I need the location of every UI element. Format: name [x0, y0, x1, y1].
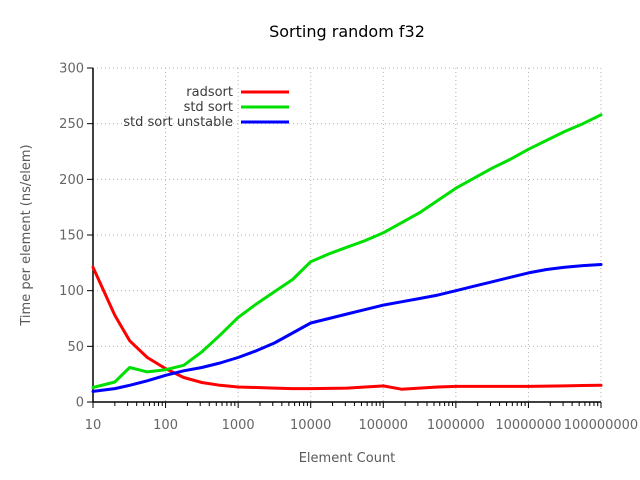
series-std-sort [91, 113, 603, 389]
x-tick-label: 100 [153, 418, 178, 433]
axes [87, 67, 602, 408]
y-axis-label: Time per element (ns/elem) [19, 144, 34, 326]
legend-label: std sort unstable [123, 115, 233, 130]
x-tick-label: 100000 [358, 418, 408, 433]
tick-labels: 10 100 1000 10000 100000 1000000 10000000 10000… [59, 62, 638, 434]
y-tick-label: 200 [59, 173, 84, 188]
x-tick-label: 1000000 [427, 418, 485, 433]
y-tick-label: 300 [59, 62, 84, 77]
x-tick-label: 100000000 [564, 418, 638, 433]
x-tick-label: 10000000 [495, 418, 561, 433]
x-tick-label: 10 [85, 418, 102, 433]
x-tick-label: 1000 [222, 418, 255, 433]
y-tick-label: 0 [76, 396, 84, 411]
x-tick-label: 10000 [290, 418, 331, 433]
y-tick-label: 250 [59, 117, 84, 132]
legend-label: radsort [186, 85, 233, 100]
series-std-sort-unstable [91, 263, 603, 393]
series-radsort [91, 265, 603, 391]
y-tick-label: 150 [59, 229, 84, 244]
y-tick-label: 50 [67, 340, 84, 355]
y-tick-label: 100 [59, 284, 84, 299]
series-lines [91, 113, 603, 393]
x-axis-label: Element Count [299, 451, 396, 466]
legend-label: std sort [184, 100, 233, 115]
chart-title: Sorting random f32 [269, 22, 425, 41]
